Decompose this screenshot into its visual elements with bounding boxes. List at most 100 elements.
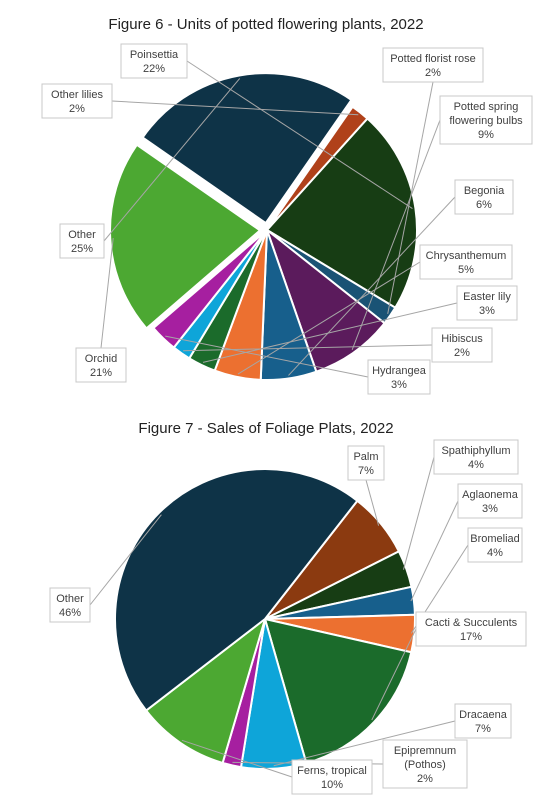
chart-2-title: Figure 7 - Sales of Foliage Plats, 2022 xyxy=(138,420,393,437)
chart-2-leader-dracaena xyxy=(273,720,456,767)
chart-1-leader-potted-spring-flowering-bulbs xyxy=(351,119,441,351)
chart-1-category-label-potted-spring-flowering-bulbs: flowering bulbs xyxy=(449,115,523,127)
chart-1-leader-other xyxy=(103,78,241,242)
chart-1-value-label-chrysanthemum: 5% xyxy=(458,264,474,276)
chart-2-leader-cacti-succulents xyxy=(371,628,417,721)
chart-1-label-box-other-lilies xyxy=(41,83,113,119)
chart-2-category-label-cacti-succulents: Cacti & Succulents xyxy=(425,617,518,629)
chart-2-category-label-ferns-tropical: Ferns, tropical xyxy=(297,765,367,777)
chart-1-leader-hydrangea xyxy=(165,335,369,378)
chart-2-label-box-spathiphyllum xyxy=(433,439,519,475)
chart-2-label-bromeliad: Bromeliad 4% xyxy=(410,527,523,634)
chart-1-leader-other-lilies xyxy=(111,100,359,116)
chart-1-value-label-easter-lily: 3% xyxy=(479,305,495,317)
chart-2-value-label-aglaonema: 3% xyxy=(482,503,498,515)
chart-2-label-box-other xyxy=(49,587,91,623)
chart-1-value-label-begonia: 6% xyxy=(476,199,492,211)
chart-1-label-potted-spring-flowering-bulbs: Potted spring flowering bulbs 9% xyxy=(351,95,533,351)
chart-1-label-box-begonia xyxy=(454,179,514,215)
chart-1-slice-hydrangea xyxy=(152,229,268,349)
chart-1-label-other: Other 25% xyxy=(59,78,241,259)
chart-2-slice-cacti-succulents xyxy=(263,617,413,765)
chart-1-category-label-hibiscus: Hibiscus xyxy=(441,333,483,345)
chart-2-category-label-palm: Palm xyxy=(353,451,378,463)
chart-1-label-box-chrysanthemum xyxy=(419,244,513,280)
chart-1-category-label-potted-spring-flowering-bulbs: Potted spring xyxy=(454,101,519,113)
chart-2-slice-other xyxy=(114,468,359,712)
chart-2-value-label-spathiphyllum: 4% xyxy=(468,459,484,471)
chart-1-label-orchid: Orchid 21% xyxy=(75,238,127,383)
chart-1-value-label-hibiscus: 2% xyxy=(454,347,470,359)
chart-1-label-box-orchid xyxy=(75,347,127,383)
chart-2-pie xyxy=(114,468,416,770)
chart-1-label-box-potted-spring-flowering-bulbs xyxy=(439,95,533,145)
chart-1-category-label-poinsettia: Poinsettia xyxy=(130,49,179,61)
chart-2-value-label-dracaena: 7% xyxy=(475,723,491,735)
chart-2-label-box-bromeliad xyxy=(467,527,523,563)
chart-2-category-label-aglaonema: Aglaonema xyxy=(462,489,519,501)
chart-2-label-palm: Palm 7% xyxy=(347,445,385,526)
chart-1-category-label-begonia: Begonia xyxy=(464,185,505,197)
chart-2-label-box-dracaena xyxy=(454,703,512,739)
chart-2-leader-other xyxy=(89,514,162,606)
chart-2-label-other: Other 46% xyxy=(49,514,162,623)
chart-1-label-potted-florist-rose: Potted florist rose 2% xyxy=(382,47,484,314)
chart-1-value-label-other: 25% xyxy=(71,243,93,255)
chart-2-slice-ferns-tropical xyxy=(144,616,267,765)
chart-1-label-box-easter-lily xyxy=(456,285,518,321)
chart-2-leader-ferns-tropical xyxy=(181,739,293,778)
chart-1-value-label-other-lilies: 2% xyxy=(69,103,85,115)
chart-1-slice-orchid xyxy=(109,143,262,330)
chart-1-leader-chrysanthemum xyxy=(237,261,421,375)
chart-1-slice-other xyxy=(141,72,353,225)
chart-1-value-label-potted-florist-rose: 2% xyxy=(425,67,441,79)
chart-2-value-label-palm: 7% xyxy=(358,465,374,477)
chart-2-label-ferns-tropical: Ferns, tropical 10% xyxy=(181,739,373,795)
chart-1-label-poinsettia: Poinsettia 22% xyxy=(120,43,413,209)
chart-2-leader-aglaonema xyxy=(410,500,459,602)
chart-2-leader-spathiphyllum xyxy=(402,456,435,570)
chart-1-leader-begonia xyxy=(288,196,456,376)
chart-1-category-label-other-lilies: Other lilies xyxy=(51,89,103,101)
chart-1-category-label-other: Other xyxy=(68,229,96,241)
chart-1-value-label-poinsettia: 22% xyxy=(143,63,165,75)
chart-1-leader-poinsettia xyxy=(186,60,413,209)
chart-1-category-label-chrysanthemum: Chrysanthemum xyxy=(426,250,507,262)
chart-2-label-box-aglaonema xyxy=(457,483,523,519)
chart-2-category-label-bromeliad: Bromeliad xyxy=(470,533,520,545)
chart-1-value-label-orchid: 21% xyxy=(90,367,112,379)
chart-1-label-hydrangea: Hydrangea 3% xyxy=(165,335,431,395)
chart-1-slice-potted-spring-flowering-bulbs xyxy=(264,227,386,373)
chart-2-label-box-epipremnum-pothos xyxy=(382,739,468,789)
chart-1-leader-orchid xyxy=(100,238,114,349)
chart-2-labels: Palm 7% Spathiphyllum 4% Aglaonema 3% Bromelia… xyxy=(49,439,527,795)
chart-2-label-spathiphyllum: Spathiphyllum 4% xyxy=(402,439,519,570)
chart-2-label-box-cacti-succulents xyxy=(415,611,527,647)
chart-2-leader-palm xyxy=(365,479,380,526)
chart-2-label-box-palm xyxy=(347,445,385,481)
chart-1-label-box-other xyxy=(59,223,105,259)
chart-2-label-box-ferns-tropical xyxy=(291,759,373,795)
chart-2-label-epipremnum-pothos: Epipremnum (Pothos) 2% xyxy=(232,739,468,789)
chart-1-category-label-orchid: Orchid xyxy=(85,353,117,365)
chart-1-label-chrysanthemum: Chrysanthemum 5% xyxy=(237,244,513,375)
chart-1-label-easter-lily: Easter lily 3% xyxy=(202,285,518,363)
chart-2-value-label-cacti-succulents: 17% xyxy=(460,631,482,643)
chart-1-category-label-easter-lily: Easter lily xyxy=(463,291,511,303)
chart-1-label-hibiscus: Hibiscus 2% xyxy=(183,327,493,363)
chart-2-label-aglaonema: Aglaonema 3% xyxy=(410,483,523,602)
chart-1-category-label-potted-florist-rose: Potted florist rose xyxy=(390,53,476,65)
chart-1-label-box-hibiscus xyxy=(431,327,493,363)
chart-1-label-box-poinsettia xyxy=(120,43,188,79)
chart-2-category-label-dracaena: Dracaena xyxy=(459,709,508,721)
chart-1-label-begonia: Begonia 6% xyxy=(288,179,514,376)
chart-1-title: Figure 6 - Units of potted flowering pla… xyxy=(108,16,423,33)
chart-2-label-dracaena: Dracaena 7% xyxy=(273,703,512,767)
chart-2-value-label-other: 46% xyxy=(59,607,81,619)
chart-1-leader-hibiscus xyxy=(183,344,433,352)
chart-1-label-box-potted-florist-rose xyxy=(382,47,484,83)
chart-1-label-other-lilies: Other lilies 2% xyxy=(41,83,359,119)
